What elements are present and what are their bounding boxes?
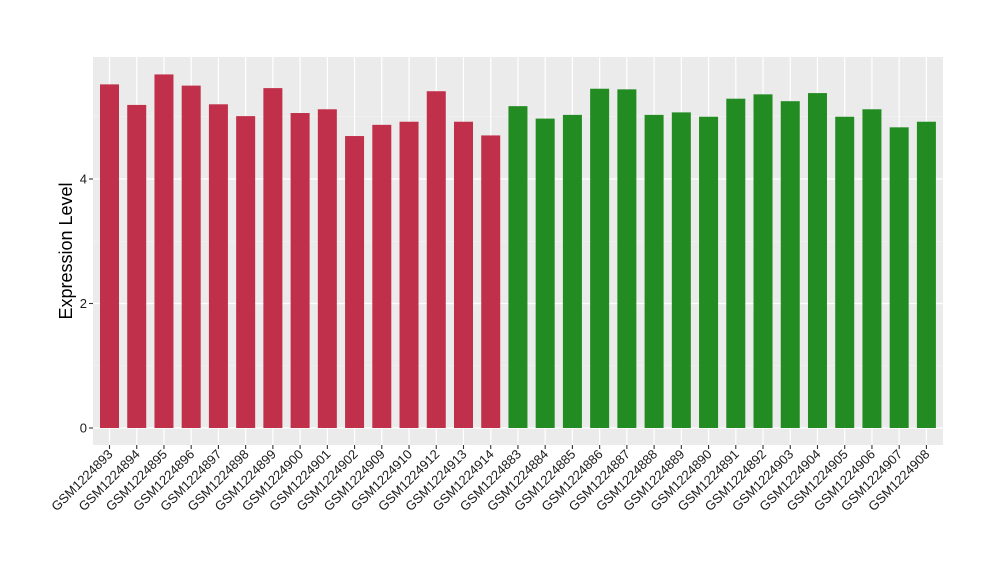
bar-GSM1224884 xyxy=(536,119,555,428)
bar-GSM1224913 xyxy=(454,122,473,428)
y-axis: 0 2 4 xyxy=(80,172,93,436)
bar-GSM1224909 xyxy=(372,125,391,428)
bars xyxy=(100,74,936,428)
bar-GSM1224891 xyxy=(726,99,745,428)
bar-GSM1224896 xyxy=(182,86,201,428)
bar-GSM1224883 xyxy=(508,106,527,428)
bar-GSM1224899 xyxy=(263,88,282,428)
bar-GSM1224887 xyxy=(617,89,636,428)
bar-GSM1224908 xyxy=(917,122,936,428)
bar-GSM1224910 xyxy=(400,122,419,428)
bar-GSM1224903 xyxy=(781,101,800,428)
bar-GSM1224893 xyxy=(100,84,119,428)
bar-GSM1224889 xyxy=(672,112,691,428)
bar-GSM1224906 xyxy=(862,109,881,428)
bar-GSM1224894 xyxy=(127,105,146,428)
bar-GSM1224886 xyxy=(590,89,609,428)
bar-GSM1224907 xyxy=(890,127,909,428)
bar-GSM1224914 xyxy=(481,135,500,428)
bar-GSM1224890 xyxy=(699,117,718,428)
bar-GSM1224885 xyxy=(563,115,582,428)
y-tick-label: 0 xyxy=(80,421,87,436)
bar-GSM1224901 xyxy=(318,109,337,428)
y-tick-label: 4 xyxy=(80,172,87,187)
bar-GSM1224905 xyxy=(835,117,854,428)
bar-GSM1224912 xyxy=(427,91,446,428)
y-axis-title: Expression Level xyxy=(56,182,76,319)
x-axis: GSM1224893GSM1224894GSM1224895GSM1224896… xyxy=(48,445,932,514)
bar-GSM1224904 xyxy=(808,93,827,428)
bar-GSM1224902 xyxy=(345,136,364,428)
y-tick-label: 2 xyxy=(80,296,87,311)
bar-GSM1224888 xyxy=(645,115,664,428)
bar-GSM1224900 xyxy=(291,113,310,428)
bar-GSM1224892 xyxy=(754,94,773,428)
bar-GSM1224898 xyxy=(236,116,255,428)
bar-GSM1224897 xyxy=(209,104,228,428)
bar-GSM1224895 xyxy=(154,74,173,428)
